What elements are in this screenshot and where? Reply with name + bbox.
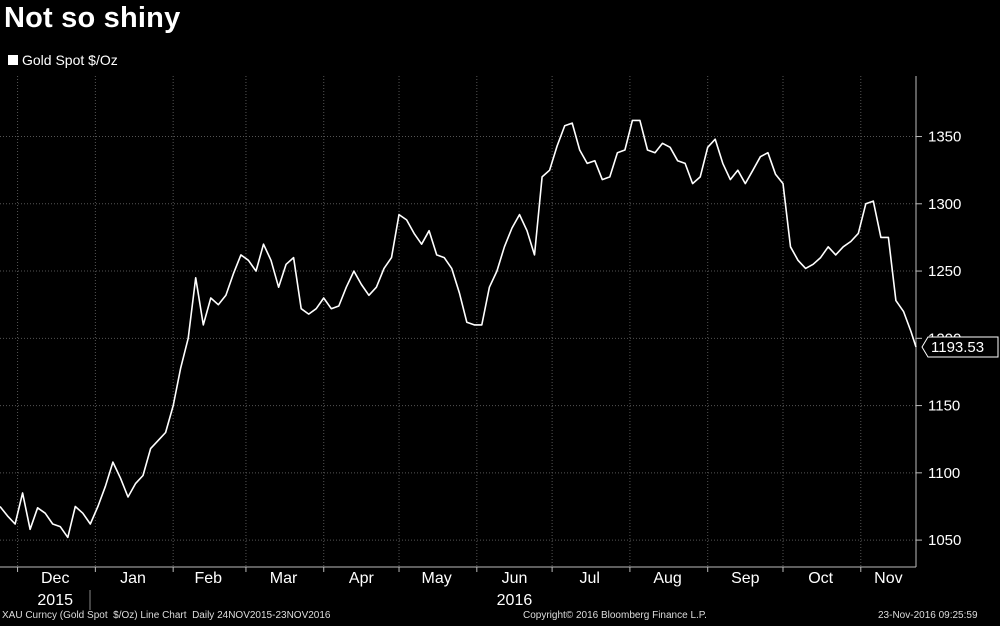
x-tick-label-apr: Apr — [349, 570, 375, 587]
x-tick-label-dec: Dec — [41, 570, 69, 587]
x-tick-label-aug: Aug — [653, 570, 681, 587]
legend-label: Gold Spot $/Oz — [22, 52, 118, 68]
x-tick-label-feb: Feb — [195, 570, 223, 587]
month-gridlines — [17, 76, 862, 567]
x-tick-label-jun: Jun — [502, 570, 528, 587]
footer-timestamp: 23-Nov-2016 09:25:59 — [878, 610, 978, 621]
x-tick-label-oct: Oct — [808, 570, 833, 587]
y-tick-label-1250: 1250 — [928, 263, 961, 280]
legend-swatch — [8, 55, 18, 65]
legend: Gold Spot $/Oz — [8, 52, 118, 68]
x-tick-label-mar: Mar — [270, 570, 298, 587]
chart-title: Not so shiny — [4, 2, 181, 34]
y-tick-label-1050: 1050 — [928, 532, 961, 549]
x-tick-labels: Dec 2015 Jan Feb Mar Apr May Jun 2016 Jul Aug Sep Oc… — [17, 567, 903, 609]
x-year-label-2015: 2015 — [37, 592, 73, 609]
last-value-marker: 1193.53 — [921, 336, 999, 358]
y-tick-label-1150: 1150 — [928, 398, 960, 415]
y-tick-label-1300: 1300 — [928, 196, 961, 213]
footer-description: XAU Curncy (Gold Spot $/Oz) Line Chart D… — [2, 610, 331, 621]
x-tick-label-jan: Jan — [120, 570, 146, 587]
last-value-label: 1193.53 — [931, 339, 984, 356]
x-tick-label-nov: Nov — [874, 570, 902, 587]
y-tick-label-1100: 1100 — [928, 465, 960, 482]
gridlines — [0, 136, 916, 541]
last-value-box — [921, 336, 999, 358]
x-tick-label-may: May — [422, 570, 452, 587]
series-line-gold-spot — [0, 119, 917, 539]
footer-copyright: Copyright© 2016 Bloomberg Finance L.P. — [523, 610, 707, 621]
x-year-label-2016: 2016 — [497, 592, 533, 609]
y-tick-label-1350: 1350 — [928, 129, 961, 146]
x-tick-label-sep: Sep — [731, 570, 760, 587]
x-tick-label-jul: Jul — [580, 570, 600, 587]
